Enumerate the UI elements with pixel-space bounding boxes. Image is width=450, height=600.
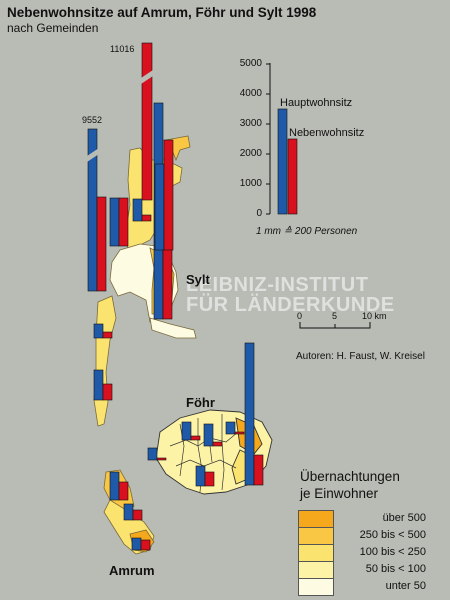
haupt-bar	[93, 323, 104, 339]
bar-pair-hoernum	[93, 369, 113, 401]
break-mark-9552	[87, 148, 99, 162]
key-scale-note: 1 mm ≙ 200 Personen	[256, 226, 358, 237]
neben-bar-11016	[141, 42, 153, 201]
authors: Autoren: H. Faust, W. Kreisel	[296, 351, 425, 362]
key-tick-label-5000: 5000	[239, 58, 262, 69]
legend-label: 100 bis < 250	[359, 546, 426, 558]
neben-bar	[96, 196, 107, 292]
legend-label: über 500	[382, 512, 426, 524]
sylt-east-arm	[149, 317, 197, 339]
haupt-bar	[93, 369, 104, 401]
watermark: LEIBNIZ-INSTITUT FÜR LÄNDERKUNDE	[186, 275, 395, 315]
neben-bar	[102, 331, 113, 339]
haupt-bar	[181, 421, 192, 441]
legend-swatch	[298, 544, 334, 562]
bar-pair-rantum-a	[93, 323, 113, 339]
bar-pair-foehr-b	[203, 423, 223, 447]
key-label-neben: Nebenwohnsitz	[289, 127, 365, 139]
bar-pair-wyk-b	[244, 342, 264, 486]
island-label-amrum: Amrum	[109, 563, 155, 578]
bar-pair-norddorf	[123, 503, 143, 521]
bar-pair-wenningstedt	[132, 198, 152, 222]
scale-tick-10: 10 km	[362, 311, 387, 321]
legend-row: 250 bis < 500	[298, 527, 438, 545]
map-title: Nebenwohnsitze auf Amrum, Föhr und Sylt …	[7, 5, 317, 20]
legend-row: über 500	[298, 510, 438, 528]
haupt-bar	[195, 465, 206, 487]
neben-bar	[190, 435, 201, 441]
legend-label: 50 bis < 100	[365, 563, 426, 575]
key-tick-label-2000: 2000	[239, 148, 262, 159]
bar-pair-kampen	[109, 197, 129, 247]
island-label-sylt: Sylt	[186, 272, 210, 287]
haupt-bar	[147, 447, 158, 461]
legend-swatch	[298, 527, 334, 545]
key-ticks	[266, 63, 270, 215]
neben-bar	[253, 454, 264, 486]
watermark-line1: LEIBNIZ-INSTITUT	[186, 274, 369, 296]
legend-title-line2: je Einwohner	[300, 486, 379, 501]
neben-bar	[102, 383, 113, 401]
haupt-bar	[225, 421, 236, 435]
key-bar-haupt	[277, 108, 288, 215]
map-subtitle: nach Gemeinden	[7, 21, 99, 35]
neben-bar	[212, 441, 223, 447]
legend-swatch	[298, 578, 334, 596]
haupt-bar	[132, 198, 143, 222]
bar-label-11016: 11016	[110, 44, 135, 54]
haupt-bar	[109, 197, 120, 247]
bar-pair-foehr-d	[195, 465, 215, 487]
legend-label: unter 50	[385, 580, 426, 592]
haupt-bar	[123, 503, 134, 521]
bar-pair-foehr-c	[225, 421, 245, 435]
legend-title: Übernachtungen je Einwohner	[300, 468, 400, 502]
island-label-foehr: Föhr	[186, 395, 215, 410]
key-label-haupt: Hauptwohnsitz	[280, 97, 353, 109]
scale-bar	[299, 322, 371, 329]
bar-label-9552: 9552	[82, 115, 103, 125]
watermark-line2: FÜR LÄNDERKUNDE	[186, 294, 395, 316]
legend-row: unter 50	[298, 578, 438, 596]
scale-tick-5: 5	[332, 311, 338, 321]
key-tick-label-3000: 3000	[239, 118, 262, 129]
bar-pair-wyk-a	[181, 421, 201, 441]
break-mark-11016	[141, 70, 153, 84]
haupt-bar	[109, 471, 120, 501]
key-chart	[266, 63, 298, 215]
legend-swatch	[298, 510, 334, 528]
key-tick-label-0: 0	[256, 208, 262, 219]
neben-bar	[234, 431, 245, 435]
neben-bar	[163, 139, 174, 251]
haupt-bar	[203, 423, 214, 447]
key-tick-label-1000: 1000	[239, 178, 262, 189]
legend-label: 250 bis < 500	[359, 529, 426, 541]
neben-bar	[118, 197, 129, 247]
bar-pair-westerland-b	[154, 139, 174, 251]
neben-bar	[204, 471, 215, 487]
legend-row: 100 bis < 250	[298, 544, 438, 562]
legend-swatch	[298, 561, 334, 579]
legend-row: 50 bis < 100	[298, 561, 438, 579]
haupt-bar	[244, 342, 255, 486]
legend-title-line1: Übernachtungen	[300, 469, 400, 484]
municipality-bars	[87, 42, 264, 551]
key-bars	[277, 108, 298, 215]
neben-bar	[141, 214, 152, 222]
neben-bar	[118, 481, 129, 501]
scale-tick-0: 0	[297, 311, 303, 321]
haupt-bar	[154, 163, 165, 251]
key-bar-neben	[287, 138, 298, 215]
bar-pair-foehr-e	[147, 447, 167, 461]
key-tick-label-4000: 4000	[239, 88, 262, 99]
neben-bar	[132, 509, 143, 521]
neben-bar	[156, 457, 167, 461]
haupt-bar	[131, 537, 142, 551]
neben-bar	[140, 539, 151, 551]
bar-pair-nebel	[109, 471, 129, 501]
bar-pair-list	[87, 128, 107, 292]
sylt-south	[93, 295, 117, 427]
bar-pair-wittduen	[131, 537, 151, 551]
